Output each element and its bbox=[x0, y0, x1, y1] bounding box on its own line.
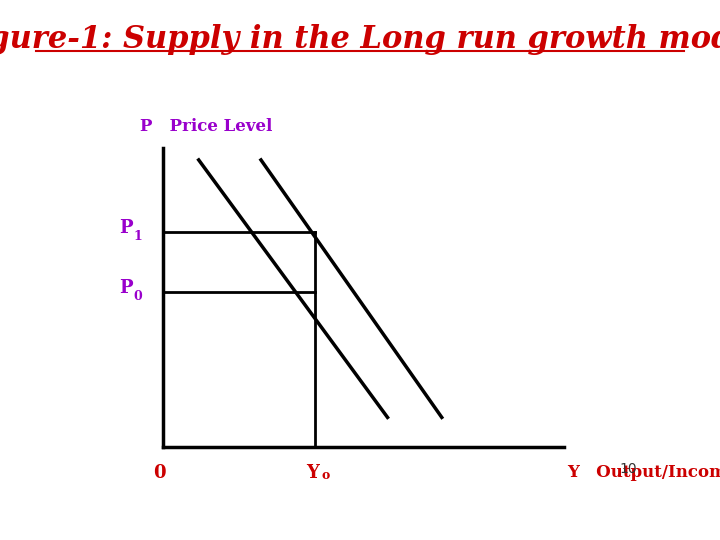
Text: P: P bbox=[120, 219, 133, 238]
Text: Y   Output/Income: Y Output/Income bbox=[567, 464, 720, 481]
Text: Figure-1: Supply in the Long run growth model: Figure-1: Supply in the Long run growth … bbox=[0, 24, 720, 55]
Text: 0: 0 bbox=[133, 290, 142, 303]
Text: o: o bbox=[321, 469, 329, 482]
Text: P   Price Level: P Price Level bbox=[140, 118, 273, 136]
Text: Y: Y bbox=[306, 464, 319, 482]
Text: 0: 0 bbox=[153, 464, 166, 482]
Text: 10: 10 bbox=[619, 462, 637, 476]
Text: 1: 1 bbox=[133, 230, 142, 244]
Text: P: P bbox=[120, 279, 133, 298]
